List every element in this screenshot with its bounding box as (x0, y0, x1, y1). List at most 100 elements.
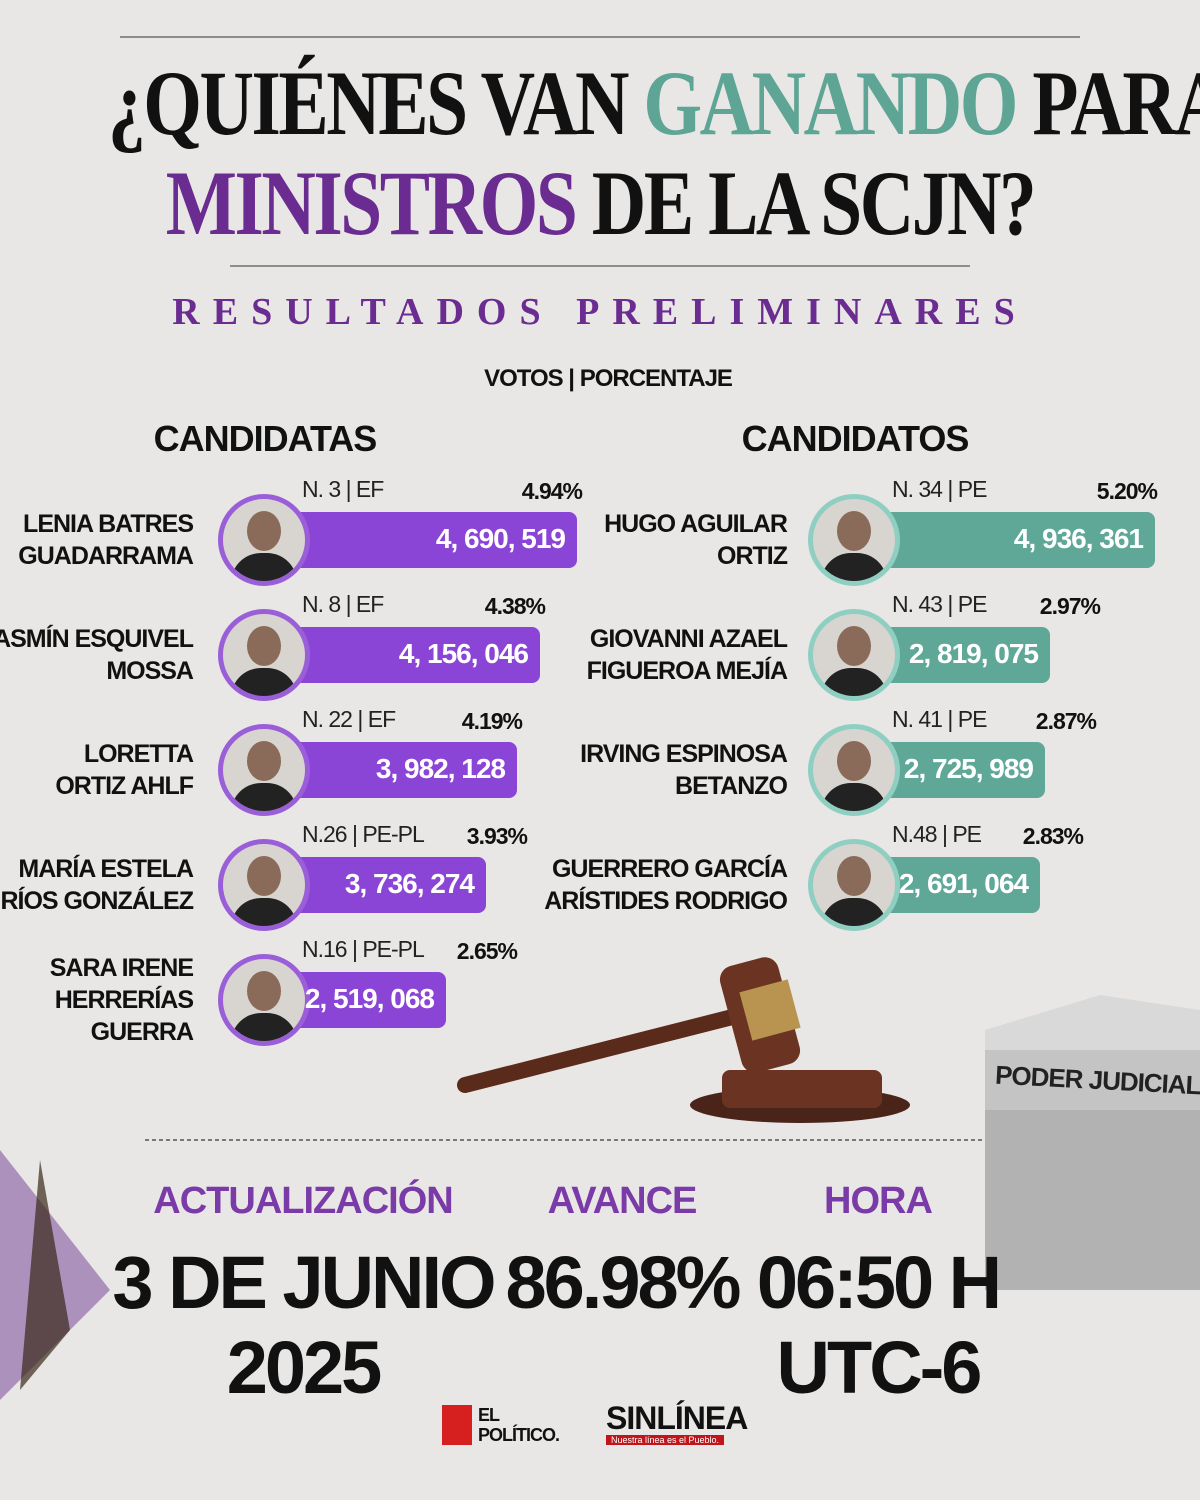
bar (282, 627, 540, 683)
title-text: DE LA SCJN? (591, 152, 1037, 254)
avatar (218, 954, 310, 1046)
avatar-head (247, 856, 281, 896)
avatar-head (837, 856, 871, 896)
stat-label: ACTUALIZACIÓN (153, 1180, 453, 1222)
legend: VOTOS | PORCENTAJE (484, 365, 733, 392)
percent: 2.83% (1022, 823, 1084, 849)
percent: 5.20% (1096, 478, 1158, 504)
candidate-name: LORETTA (83, 740, 194, 768)
avatar-head (837, 741, 871, 781)
title-line: ¿QUIÉNES VAN GANANDO PARA (108, 50, 1200, 156)
stat-value: 3 DE JUNIO (112, 1241, 496, 1324)
bar (872, 512, 1155, 568)
avatar (808, 609, 900, 701)
bar (872, 627, 1050, 683)
bar (282, 742, 517, 798)
vote-count: 4, 690, 519 (435, 523, 566, 554)
vote-count: 2, 691, 064 (898, 868, 1029, 899)
candidate-name: MARÍA ESTELA (18, 855, 194, 883)
candidate-number: N.16 | PE-PL (302, 936, 425, 962)
logo: EL POLÍTICO. (478, 1405, 560, 1445)
avatar-head (837, 626, 871, 666)
bar (872, 742, 1045, 798)
candidate-name: GUERRERO GARCÍA (551, 855, 788, 883)
percent: 2.97% (1039, 593, 1101, 619)
avatar (218, 724, 310, 816)
stat-value: 2025 (226, 1326, 383, 1409)
ballot-box (985, 995, 1200, 1290)
title-highlight: GANANDO (643, 52, 1018, 154)
candidate-name: IRVING ESPINOSA (580, 740, 788, 768)
percent: 2.87% (1035, 708, 1097, 734)
bar (282, 512, 577, 568)
vote-count: 3, 982, 128 (375, 753, 506, 784)
candidate-name: FIGUEROA MEJÍA (586, 657, 788, 685)
logo-mark (442, 1405, 472, 1445)
avatar-head (247, 511, 281, 551)
stat-label: AVANCE (547, 1180, 698, 1222)
candidate-name: ORTIZ AHLF (55, 772, 194, 800)
percent: 4.94% (521, 478, 583, 504)
candidate-name: MOSSA (106, 657, 194, 685)
candidate-number: N.26 | PE-PL (302, 821, 425, 847)
candidate-name: BETANZO (675, 772, 788, 800)
stat-label: HORA (824, 1180, 933, 1222)
candidate-number: N. 3 | EF (302, 476, 384, 502)
stat-value: 86.98% (505, 1241, 742, 1324)
stat-value: 06:50 H (756, 1241, 1002, 1324)
logo-text: POLÍTICO. (478, 1425, 560, 1445)
avatar (808, 494, 900, 586)
column-heading: CANDIDATAS (153, 418, 378, 459)
avatar (808, 839, 900, 931)
logo-tagline: Nuestra línea es el Pueblo. (606, 1435, 724, 1445)
vote-count: 2, 819, 075 (908, 638, 1039, 669)
avatar-head (247, 626, 281, 666)
candidate-name: ORTIZ (717, 542, 788, 570)
candidate-name: HUGO AGUILAR (604, 510, 788, 538)
avatar-head (247, 741, 281, 781)
vote-count: 3, 736, 274 (344, 868, 475, 899)
avatar (808, 724, 900, 816)
candidate-number: N.48 | PE (892, 821, 982, 847)
title-text: ¿QUIÉNES VAN (108, 52, 629, 154)
justice-fan (0, 1150, 110, 1400)
avatar (218, 494, 310, 586)
candidate-number: N. 43 | PE (892, 591, 987, 617)
logo-text: EL (478, 1405, 500, 1425)
vote-count: 2, 519, 068 (304, 983, 435, 1014)
candidate-name: LENIA BATRES (23, 510, 194, 538)
stat-value: UTC-6 (776, 1326, 983, 1409)
avatar-head (247, 971, 281, 1011)
candidate-name: GUADARRAMA (18, 542, 194, 570)
percent: 3.93% (466, 823, 528, 849)
percent: 2.65% (456, 938, 518, 964)
title-text: PARA (1032, 52, 1200, 154)
vote-count: 4, 156, 046 (398, 638, 529, 669)
subtitle: RESULTADOS PRELIMINARES (172, 291, 1028, 333)
candidate-number: N. 8 | EF (302, 591, 384, 617)
candidate-name: SARA IRENE (49, 954, 194, 982)
candidate-name: HERRERÍAS (54, 986, 194, 1014)
candidate-number: N. 41 | PE (892, 706, 987, 732)
avatar (218, 609, 310, 701)
candidate-number: N. 34 | PE (892, 476, 987, 502)
column-heading: CANDIDATOS (741, 418, 970, 459)
vote-count: 4, 936, 361 (1013, 523, 1144, 554)
percent: 4.38% (484, 593, 546, 619)
gavel (457, 957, 910, 1123)
avatar (218, 839, 310, 931)
candidate-name: ARÍSTIDES RODRIGO (544, 887, 788, 915)
title-highlight: MINISTROS (165, 152, 578, 254)
candidate-number: N. 22 | EF (302, 706, 396, 732)
avatar-head (837, 511, 871, 551)
bar (282, 857, 486, 913)
vote-count: 2, 725, 989 (903, 753, 1034, 784)
candidate-name: YASMÍN ESQUIVEL (0, 625, 194, 653)
candidate-name: GUERRA (90, 1018, 194, 1046)
candidate-name: RÍOS GONZÁLEZ (0, 887, 194, 915)
bar (872, 857, 1040, 913)
candidate-name: GIOVANNI AZAEL (589, 625, 788, 653)
logo: SINLÍNEA (606, 1400, 748, 1436)
